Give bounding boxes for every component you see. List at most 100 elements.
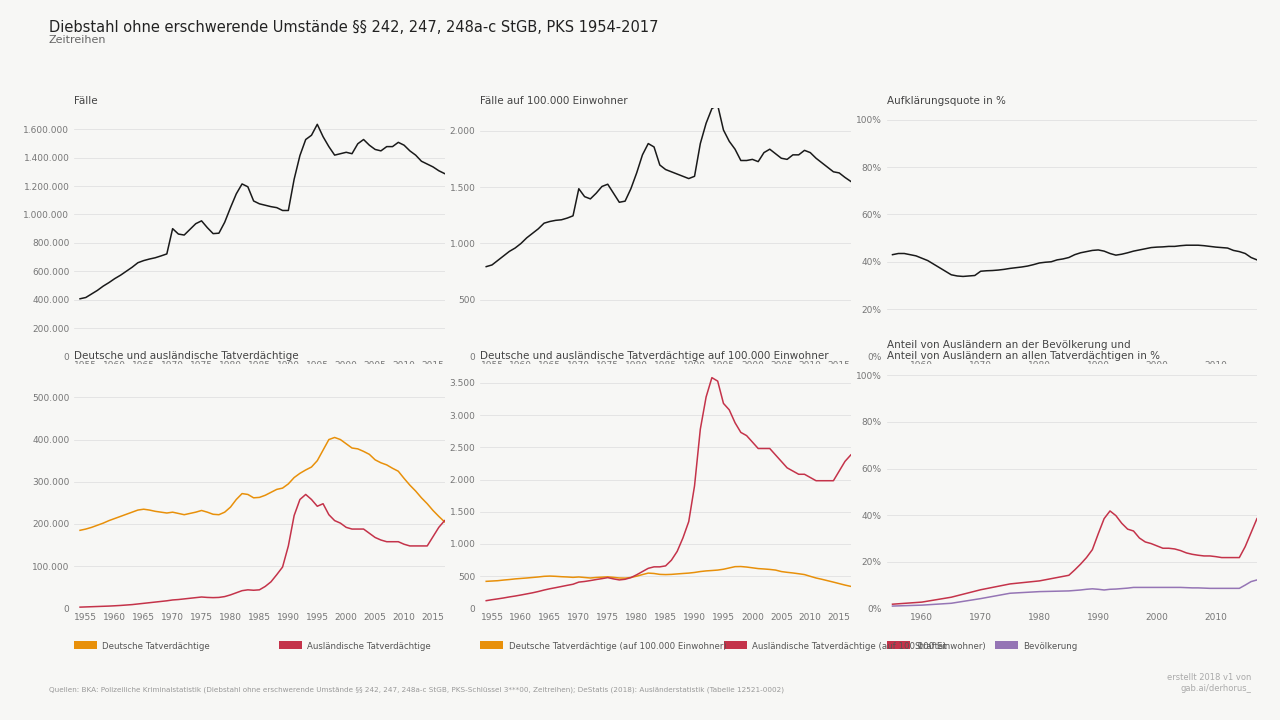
Straftat: [1061, 571, 1076, 580]
Straftat: [1097, 514, 1112, 523]
Ausländische Tatverdächtige: [436, 516, 452, 525]
Deutsche Tatverdächtige: [223, 503, 238, 511]
Ausländische Tatverdächtige (auf 100.000 Einwohner): [681, 517, 696, 526]
Bevölkerung: [1243, 577, 1258, 586]
Straftat: [1249, 514, 1265, 523]
Bevölkerung: [1061, 587, 1076, 595]
Ausländische Tatverdächtige (auf 100.000 Einwohner): [722, 405, 737, 414]
Straftat: [914, 598, 929, 606]
Deutsche Tatverdächtige (auf 100.000 Einwohner): [716, 565, 731, 574]
Bevölkerung: [1002, 589, 1018, 598]
Line: Straftat: Straftat: [892, 511, 1257, 604]
Bevölkerung: [1179, 583, 1194, 592]
Straftat: [1068, 566, 1083, 575]
Straftat: [1102, 507, 1117, 516]
Straftat: [1202, 552, 1217, 560]
Bevölkerung: [1068, 586, 1083, 595]
Deutsche Tatverdächtige: [275, 484, 291, 492]
Straftat: [1073, 559, 1088, 568]
Text: Quellen: BKA: Polizeiliche Kriminalstatistik (Diebstahl ohne erschwerende Umstän: Quellen: BKA: Polizeiliche Kriminalstati…: [49, 686, 783, 693]
Bevölkerung: [1231, 584, 1247, 593]
Text: Deutsche Tatverdächtige (auf 100.000 Einwohner): Deutsche Tatverdächtige (auf 100.000 Ein…: [508, 642, 726, 651]
Ausländische Tatverdächtige: [73, 603, 88, 611]
Ausländische Tatverdächtige (auf 100.000 Einwohner): [716, 399, 731, 408]
Straftat: [1172, 546, 1188, 555]
Straftat: [943, 593, 959, 601]
Straftat: [1167, 544, 1183, 553]
Deutsche Tatverdächtige (auf 100.000 Einwohner): [681, 569, 696, 577]
Straftat: [1084, 545, 1100, 554]
Line: Bevölkerung: Bevölkerung: [892, 580, 1257, 606]
Bevölkerung: [1102, 585, 1117, 593]
Straftat: [1032, 577, 1047, 585]
Ausländische Tatverdächtige (auf 100.000 Einwohner): [704, 374, 719, 382]
Ausländische Tatverdächtige: [223, 590, 238, 599]
Deutsche Tatverdächtige: [119, 510, 134, 518]
Straftat: [1120, 525, 1135, 534]
Bevölkerung: [1084, 585, 1100, 593]
Bevölkerung: [1138, 583, 1153, 592]
Ausländische Tatverdächtige (auf 100.000 Einwohner): [628, 570, 644, 579]
Bevölkerung: [1032, 588, 1047, 596]
Ausländische Tatverdächtige (auf 100.000 Einwohner): [525, 588, 540, 597]
Straftat: [1184, 550, 1199, 559]
Bevölkerung: [1091, 585, 1106, 593]
Text: Aufklärungsquote in %: Aufklärungsquote in %: [887, 96, 1006, 106]
Straftat: [1238, 542, 1253, 551]
Text: Ausländische Tatverdächtige: Ausländische Tatverdächtige: [307, 642, 431, 651]
Bevölkerung: [1079, 585, 1094, 593]
Bevölkerung: [1213, 584, 1229, 593]
Deutsche Tatverdächtige: [310, 456, 325, 465]
Deutsche Tatverdächtige (auf 100.000 Einwohner): [658, 570, 673, 579]
Bevölkerung: [1220, 584, 1235, 593]
Straftat: [1156, 544, 1171, 552]
Ausländische Tatverdächtige: [119, 600, 134, 609]
Straftat: [1213, 553, 1229, 562]
Straftat: [1138, 538, 1153, 546]
Text: Zeitreihen: Zeitreihen: [49, 35, 106, 45]
Bevölkerung: [1197, 584, 1212, 593]
Text: erstellt 2018 v1 von
gab.ai/derhorus_: erstellt 2018 v1 von gab.ai/derhorus_: [1167, 673, 1252, 693]
Bevölkerung: [1249, 575, 1265, 584]
Straftat: [1143, 539, 1158, 548]
Text: Anteil von Ausländern an der Bevölkerung und
Anteil von Ausländern an allen Tatv: Anteil von Ausländern an der Bevölkerung…: [887, 340, 1160, 361]
Bevölkerung: [884, 602, 900, 611]
Straftat: [1190, 551, 1206, 559]
Bevölkerung: [1073, 585, 1088, 594]
Bevölkerung: [1202, 584, 1217, 593]
Bevölkerung: [943, 599, 959, 608]
Bevölkerung: [1208, 584, 1224, 593]
Text: Deutsche und ausländische Tatverdächtige auf 100.000 Einwohner: Deutsche und ausländische Tatverdächtige…: [480, 351, 829, 361]
Bevölkerung: [1149, 583, 1165, 592]
Text: Fälle: Fälle: [74, 96, 97, 106]
Straftat: [1114, 519, 1129, 528]
Bevölkerung: [1097, 585, 1112, 594]
Straftat: [1179, 549, 1194, 557]
Straftat: [1079, 553, 1094, 562]
Bevölkerung: [1108, 585, 1124, 593]
Bevölkerung: [1167, 583, 1183, 592]
Bevölkerung: [1161, 583, 1176, 592]
Straftat: [1197, 552, 1212, 560]
Deutsche Tatverdächtige: [303, 463, 319, 472]
Ausländische Tatverdächtige (auf 100.000 Einwohner): [479, 596, 494, 605]
Straftat: [973, 585, 988, 594]
Deutsche Tatverdächtige: [252, 493, 268, 502]
Straftat: [1231, 553, 1247, 562]
Deutsche Tatverdächtige: [73, 526, 88, 535]
Straftat: [1243, 528, 1258, 537]
Deutsche Tatverdächtige (auf 100.000 Einwohner): [733, 562, 749, 571]
Line: Deutsche Tatverdächtige: Deutsche Tatverdächtige: [81, 438, 444, 531]
Text: Diebstahl ohne erschwerende Umstände §§ 242, 247, 248a-c StGB, PKS 1954-2017: Diebstahl ohne erschwerende Umstände §§ …: [49, 20, 658, 35]
Text: Straftat: Straftat: [915, 642, 947, 651]
Deutsche Tatverdächtige (auf 100.000 Einwohner): [628, 572, 644, 580]
Bevölkerung: [973, 594, 988, 603]
Line: Deutsche Tatverdächtige (auf 100.000 Einwohner): Deutsche Tatverdächtige (auf 100.000 Ein…: [486, 567, 851, 586]
Text: Fälle auf 100.000 Einwohner: Fälle auf 100.000 Einwohner: [480, 96, 628, 106]
Deutsche Tatverdächtige (auf 100.000 Einwohner): [710, 566, 726, 575]
Deutsche Tatverdächtige: [326, 433, 342, 442]
Straftat: [1132, 534, 1147, 542]
Straftat: [1149, 541, 1165, 550]
Bevölkerung: [1120, 584, 1135, 593]
Ausländische Tatverdächtige (auf 100.000 Einwohner): [658, 562, 673, 570]
